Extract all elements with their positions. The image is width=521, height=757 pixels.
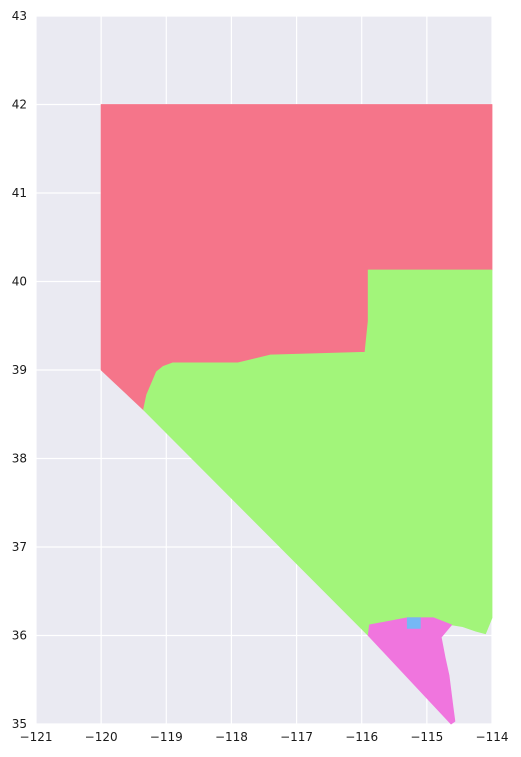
y-tick-label-5: 40 [12,275,27,289]
y-tick-label-6: 41 [12,186,27,200]
y-tick-label-0: 35 [12,717,27,731]
x-tick-label-4: −117 [280,730,313,744]
x-tick-label-5: −116 [345,730,378,744]
x-tick-label-1: −120 [85,730,118,744]
y-tick-label-2: 37 [12,540,27,554]
region-city [406,617,421,629]
x-tick-label-7: −114 [476,730,509,744]
tick-labels: −121 −120 −119 −118 −117 −116 −115 −114 35 36 37 38… [12,9,509,744]
y-tick-label-3: 38 [12,452,27,466]
map-regions [100,104,493,725]
y-tick-label-8: 43 [12,9,27,23]
y-tick-label-7: 42 [12,98,27,112]
x-tick-label-2: −119 [150,730,183,744]
x-tick-label-0: −121 [20,730,53,744]
x-tick-label-3: −118 [215,730,248,744]
x-tick-label-6: −115 [410,730,443,744]
y-tick-label-4: 39 [12,363,27,377]
y-tick-label-1: 36 [12,629,27,643]
